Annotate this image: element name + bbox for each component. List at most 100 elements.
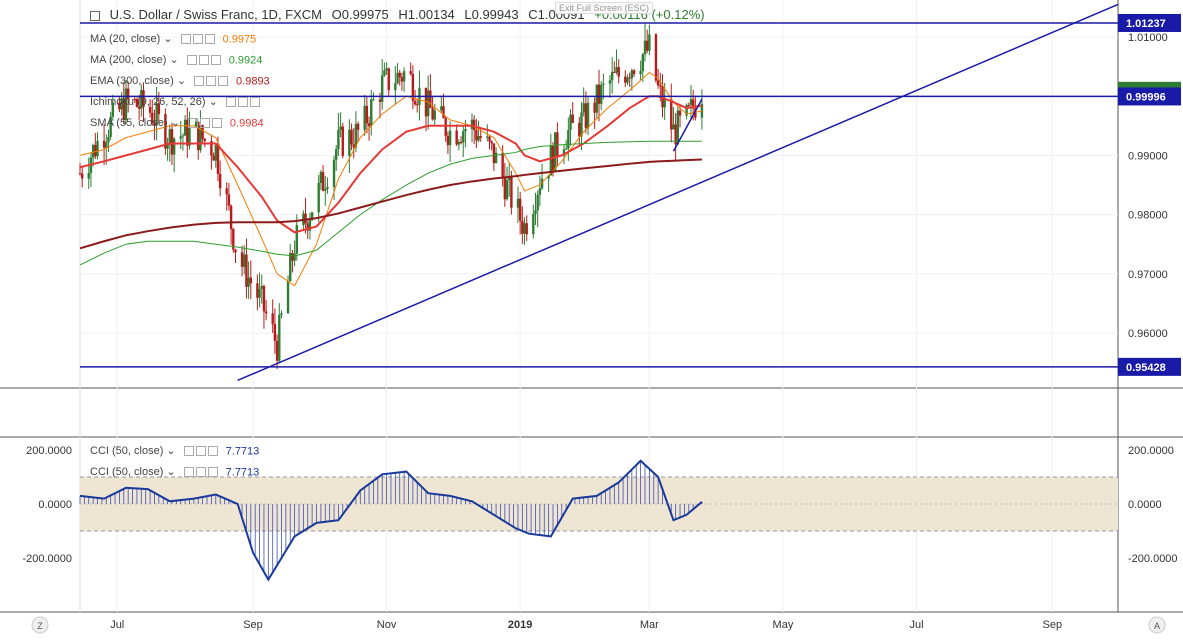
study-buttons[interactable] [183,444,220,459]
candle-body [569,114,572,131]
settings-icon[interactable] [195,467,206,478]
cci-tick-label-left: 200.0000 [26,445,72,457]
study-legend[interactable]: Ichimoku (9, 26, 52, 26) ⌄ [90,95,268,110]
price-badge [1118,87,1181,106]
eye-icon[interactable] [183,446,194,457]
study-legend[interactable]: MA (200, close) ⌄ 0.9924 [90,53,262,68]
study-buttons[interactable] [187,116,224,131]
auto-scale-button[interactable] [1148,616,1166,634]
candle-body [700,103,704,118]
close-icon[interactable] [204,34,215,45]
candle-body [521,220,524,234]
candle-body [278,314,281,361]
settings-icon[interactable] [192,34,203,45]
candle-body [464,128,467,132]
close-icon[interactable] [210,55,221,66]
candle-body [232,229,235,250]
candle-body [648,34,651,51]
cci-tick-label: 0.0000 [1128,499,1162,511]
candle-body [689,99,693,106]
candle-body [80,173,84,179]
symbol-select-icon[interactable] [90,10,100,21]
settings-icon[interactable] [199,118,210,129]
candle-body [455,130,458,145]
candle-body [109,116,112,137]
close-icon[interactable] [207,467,218,478]
study-name[interactable]: Ichimoku (9, 26, 52, 26) ⌄ [90,96,218,109]
candle-body [249,277,253,284]
ohlc-high: H1.00134 [398,7,455,22]
candle-body [687,104,690,106]
candle-body [122,98,125,121]
candle-body [556,132,559,156]
candle-body [197,121,200,151]
settings-icon[interactable] [206,76,217,87]
candle-body [148,107,152,113]
candle-body [102,140,106,148]
candle-body [350,129,353,145]
candle-body [188,127,191,146]
zoom-button[interactable] [31,616,49,634]
candle-body [518,198,522,221]
eye-icon[interactable] [187,118,198,129]
cci-histogram [79,460,703,580]
study-name[interactable]: MA (200, close) ⌄ [90,54,179,67]
cci-study-name[interactable]: CCI (50, close) ⌄ [90,445,176,458]
candle-body [372,99,375,101]
candle-body [444,118,447,137]
study-name[interactable]: EMA (300, close) ⌄ [90,75,187,88]
close-icon[interactable] [207,446,218,457]
candle-body [133,99,136,101]
candle-body [234,249,237,253]
candle-body [157,103,161,115]
cci-study-legend[interactable]: CCI (50, close) ⌄ 7.7713 [90,465,259,480]
candle-body [534,210,537,214]
eye-icon[interactable] [183,467,194,478]
indicator-line [79,95,703,234]
candle-body [628,77,631,79]
candle-body [442,106,445,119]
study-buttons[interactable] [183,465,220,480]
study-legend[interactable]: SMA (55, close) ⌄ 0.9984 [90,116,264,131]
candle-body [448,130,452,146]
candle-body [429,90,432,108]
close-icon[interactable] [249,97,260,108]
study-name[interactable]: SMA (55, close) ⌄ [90,117,180,130]
symbol-name[interactable]: U.S. Dollar / Swiss Franc, 1D, FXCM [109,7,322,22]
eye-icon[interactable] [186,55,197,66]
study-buttons[interactable] [225,95,262,110]
candle-body [547,175,550,179]
cci-study-legend[interactable]: CCI (50, close) ⌄ 7.7713 [90,444,259,459]
settings-icon[interactable] [198,55,209,66]
study-name[interactable]: MA (20, close) ⌄ [90,33,173,46]
candle-body [381,75,384,102]
study-buttons[interactable] [194,74,230,89]
candle-body [470,119,474,129]
exit-fullscreen-hint[interactable]: Exit Full Screen (ESC) [555,2,654,14]
settings-icon[interactable] [195,446,206,457]
study-buttons[interactable] [180,32,217,47]
close-icon[interactable] [211,118,222,129]
candle-body [396,72,399,84]
candle-body [670,99,673,130]
study-legend[interactable]: EMA (300, close) ⌄ 0.9893 [90,74,270,89]
candle-body [124,88,128,121]
settings-icon[interactable] [237,97,248,108]
trendline [237,3,1119,382]
candle-body [656,80,660,86]
study-buttons[interactable] [186,53,223,68]
candle-body [354,123,358,148]
candle-body [536,194,539,211]
eye-icon[interactable] [194,76,205,87]
price-badge [1118,357,1181,376]
candle-body [273,324,277,341]
cci-study-name[interactable]: CCI (50, close) ⌄ [90,466,176,479]
eye-icon[interactable] [225,97,236,108]
eye-icon[interactable] [180,34,191,45]
study-legend[interactable]: MA (20, close) ⌄ 0.9975 [90,32,256,47]
candle-body [584,103,588,129]
candle-body [137,106,141,109]
close-icon[interactable] [218,76,229,87]
